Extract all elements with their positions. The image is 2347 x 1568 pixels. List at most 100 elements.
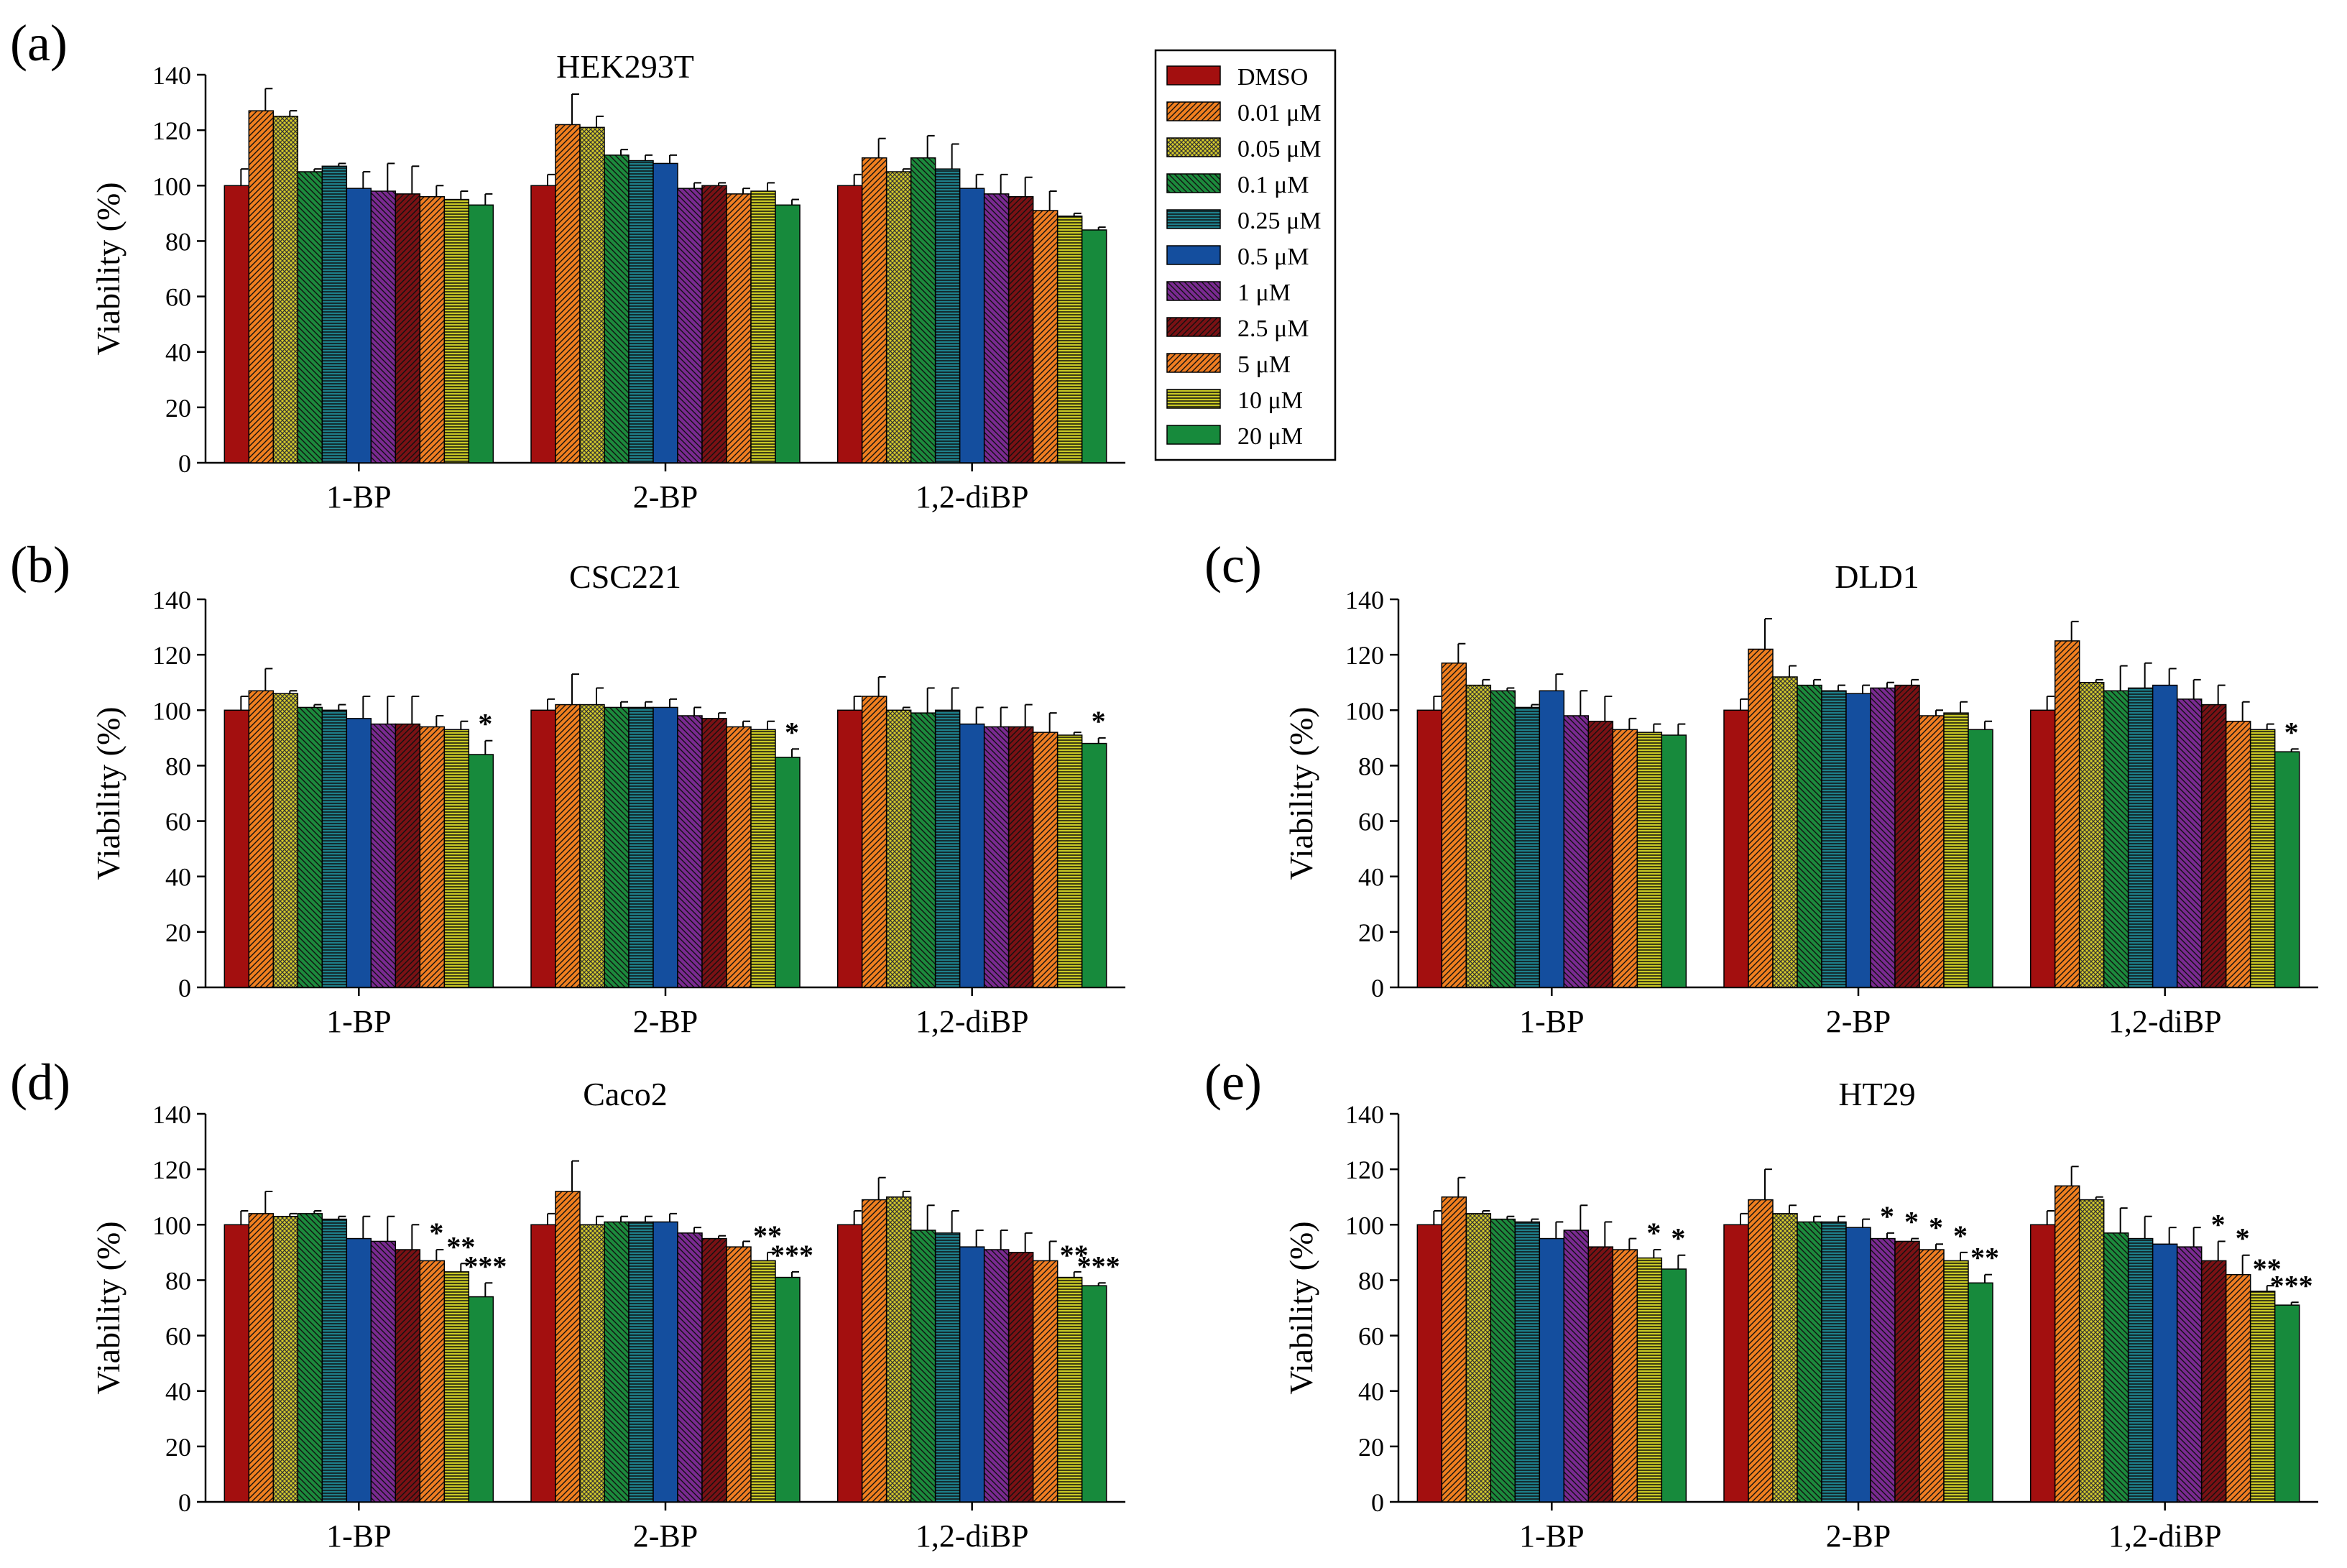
panel-b: (b) CSC221 0 20 40 60 80 100 120 140 Viability (%)… <box>10 536 1125 1039</box>
x-tick-label: 2-BP <box>633 1004 698 1039</box>
bar <box>1797 1221 1822 1503</box>
legend-swatch <box>1166 353 1221 373</box>
bar <box>321 165 348 464</box>
bar <box>750 190 776 464</box>
significance-marker: * <box>2284 716 2299 748</box>
bar <box>726 193 752 464</box>
bar <box>1007 726 1034 988</box>
bar <box>395 193 421 464</box>
chart-title: HEK293T <box>556 48 694 85</box>
bar <box>579 126 605 464</box>
bar <box>1441 662 1467 988</box>
bar <box>1007 195 1034 464</box>
bar <box>2127 687 2154 988</box>
bar <box>1416 709 1443 988</box>
x-tick-label: 1-BP <box>326 1518 391 1554</box>
legend-swatch <box>1166 425 1221 445</box>
bar <box>1723 1224 1749 1503</box>
bar <box>1845 1227 1871 1503</box>
bar <box>2225 720 2251 988</box>
bar <box>910 157 936 464</box>
y-tick-label: 20 <box>165 918 191 947</box>
bar <box>1441 1196 1467 1503</box>
significance-marker: * <box>2211 1208 2226 1240</box>
bar <box>443 1271 470 1503</box>
y-tick-label: 80 <box>1358 1266 1384 1295</box>
chart-title: HT29 <box>1838 1076 1915 1112</box>
x-tick-label: 1,2-diBP <box>916 1004 1029 1039</box>
y-tick-label: 40 <box>165 1378 191 1406</box>
bar <box>2127 1237 2154 1503</box>
significance-marker: * <box>1929 1211 1943 1243</box>
bar <box>1081 742 1107 988</box>
y-tick-label: 60 <box>1358 808 1384 836</box>
x-tick-label: 1-BP <box>326 479 391 515</box>
bar <box>248 690 275 988</box>
bar <box>836 709 863 988</box>
legend-label: 0.01 μM <box>1237 100 1321 126</box>
legend-label: 20 μM <box>1237 423 1303 450</box>
bar <box>604 1221 630 1503</box>
y-axis-label: Viability (%) <box>90 182 126 355</box>
bar <box>2176 698 2203 988</box>
bar <box>530 1224 556 1503</box>
significance-marker: ** <box>1060 1239 1089 1271</box>
bar <box>2054 640 2080 988</box>
bar <box>2054 1185 2080 1503</box>
bar <box>628 706 654 988</box>
bar <box>297 1213 323 1503</box>
legend-label: 0.25 μM <box>1237 208 1321 234</box>
legend-label: 1 μM <box>1237 280 1291 306</box>
bar <box>1563 1230 1590 1503</box>
significance-marker: *** <box>2270 1269 2313 1301</box>
bar <box>248 1213 275 1503</box>
significance-marker: * <box>429 1217 443 1249</box>
bar <box>1465 1213 1492 1503</box>
legend-label: 2.5 μM <box>1237 315 1309 342</box>
bar <box>1081 1285 1107 1503</box>
bar <box>653 1221 678 1503</box>
bar <box>2176 1246 2203 1503</box>
y-tick-label: 60 <box>165 283 191 312</box>
y-tick-label: 40 <box>1358 1378 1384 1406</box>
bar <box>959 188 985 464</box>
bar <box>701 185 727 464</box>
bar <box>1587 1246 1614 1503</box>
significance-marker: ** <box>753 1219 782 1252</box>
y-tick-label: 20 <box>165 1433 191 1462</box>
bar <box>2029 1224 2056 1503</box>
significance-marker: * <box>1671 1222 1685 1255</box>
bar <box>1797 684 1822 988</box>
bar <box>1490 1218 1516 1503</box>
bar <box>1081 229 1107 464</box>
panel-label: (a) <box>10 14 68 72</box>
legend-swatch <box>1166 137 1221 157</box>
significance-marker: * <box>1092 705 1106 737</box>
bar <box>555 124 581 464</box>
bar <box>419 726 446 988</box>
significance-marker: * <box>1953 1219 1968 1252</box>
bar <box>2225 1273 2251 1503</box>
bar <box>775 757 801 988</box>
panel-e: (e) HT29 0 20 40 60 80 100 120 140 Viability (%) 1-… <box>1204 1053 2318 1554</box>
significance-marker: *** <box>464 1250 507 1282</box>
x-tick-label: 1-BP <box>326 1004 391 1039</box>
bar <box>223 1224 250 1503</box>
bar <box>934 1232 961 1503</box>
bar <box>1612 729 1638 988</box>
bar <box>395 723 421 988</box>
bar <box>1056 1276 1083 1503</box>
bar <box>1870 1237 1896 1503</box>
x-tick-label: 1,2-diBP <box>916 1518 1029 1554</box>
bar <box>272 116 299 464</box>
bar <box>910 1230 936 1503</box>
bar <box>1919 1249 1945 1503</box>
bar <box>885 1196 912 1503</box>
y-tick-label: 100 <box>152 1211 191 1240</box>
bar <box>2249 1291 2276 1503</box>
y-tick-label: 100 <box>1345 696 1384 725</box>
legend-swatch <box>1166 317 1221 337</box>
bar <box>861 157 887 464</box>
x-tick-label: 2-BP <box>633 479 698 515</box>
